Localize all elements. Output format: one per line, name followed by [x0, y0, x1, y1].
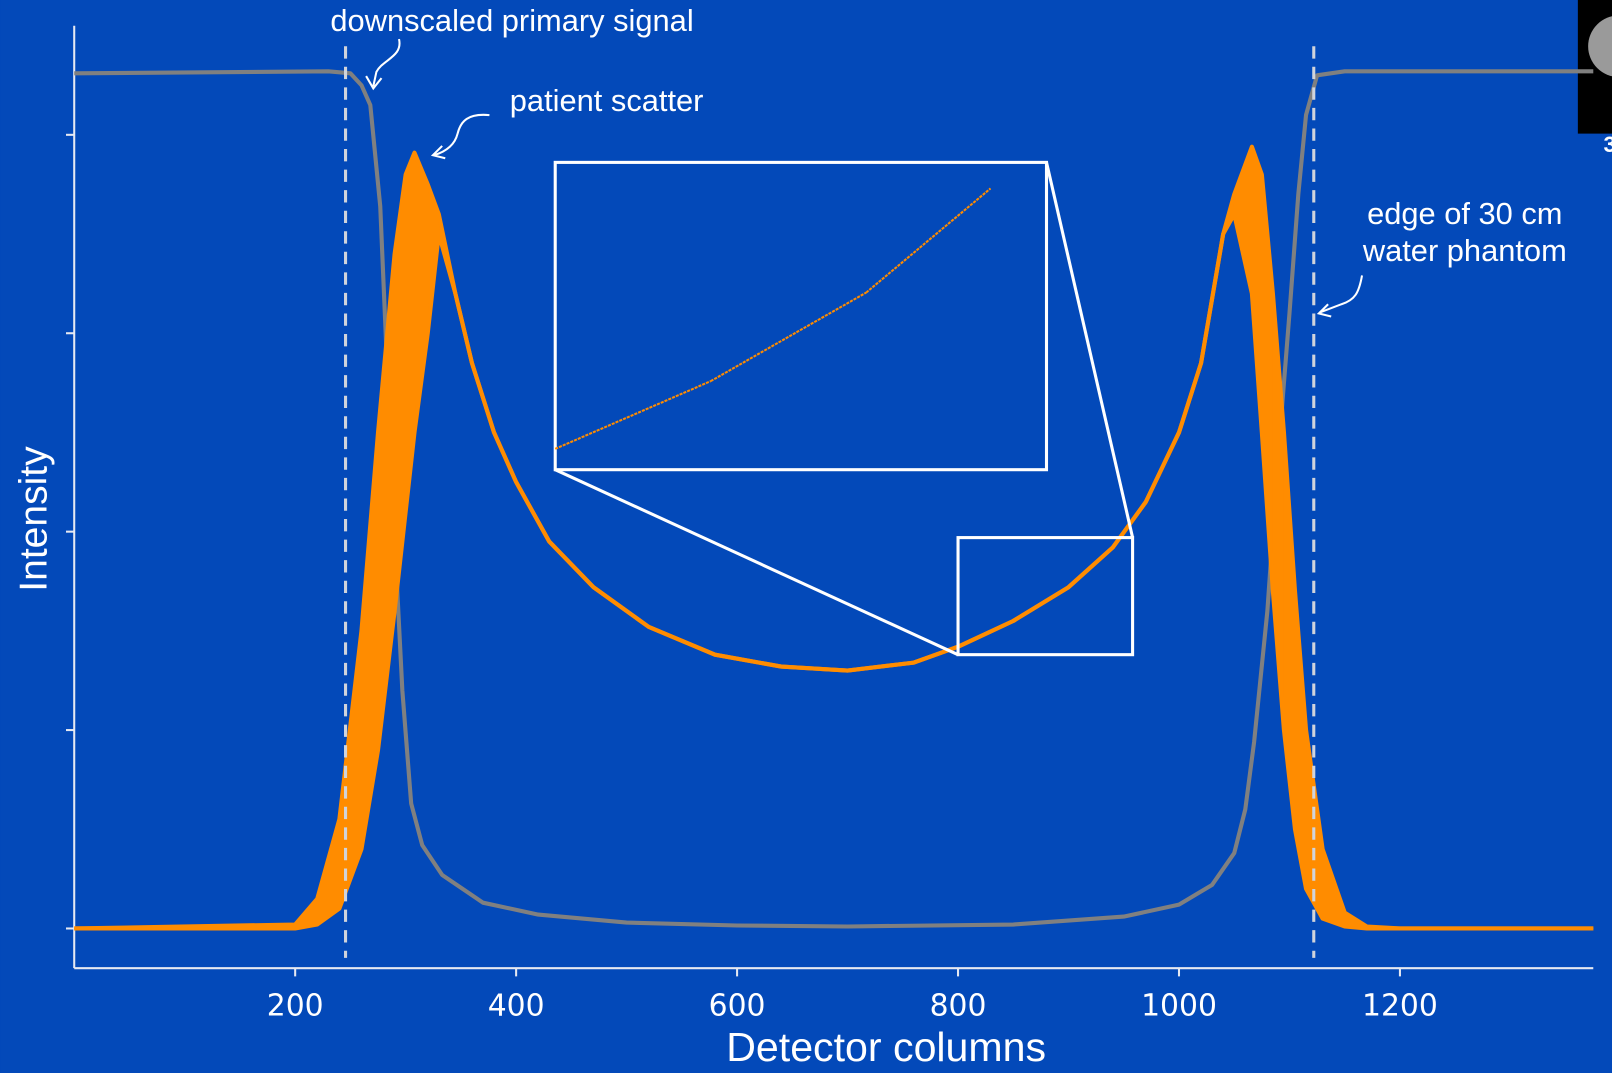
x-tick-label: 1000 — [1141, 989, 1217, 1024]
x-axis-label: Detector columns — [726, 1024, 1046, 1070]
inset-line — [710, 291, 867, 383]
x-tick-label: 800 — [930, 989, 987, 1024]
x-tick-label: 200 — [267, 989, 324, 1024]
series-line — [74, 69, 1594, 929]
arrow-head — [430, 145, 446, 160]
annotation: water phantom — [1362, 233, 1567, 268]
annotation-arrows — [365, 38, 1364, 318]
x-tick-label: 1200 — [1362, 989, 1438, 1024]
arrow — [433, 113, 490, 157]
arrow — [1319, 275, 1364, 314]
annotation: downscaled primary signal — [330, 3, 693, 38]
zoom-connector — [1044, 162, 1135, 538]
zoom-region — [956, 536, 1135, 657]
y-axis-label: Intensity — [13, 446, 56, 592]
inset-box — [553, 160, 1049, 472]
x-tick-label: 400 — [488, 989, 545, 1024]
corner-label: 3 — [1604, 132, 1612, 157]
thumbnail-phantom — [1588, 16, 1612, 77]
inset-line — [554, 380, 712, 450]
series-line — [74, 144, 1594, 931]
arrow-head — [1316, 303, 1332, 318]
arrow-head — [365, 75, 383, 91]
annotation: edge of 30 cm — [1367, 196, 1562, 231]
annotation: patient scatter — [510, 83, 704, 118]
zoom-connector — [554, 468, 959, 657]
arrow — [372, 38, 401, 87]
x-tick-label: 600 — [709, 989, 766, 1024]
inset-line — [865, 187, 992, 294]
